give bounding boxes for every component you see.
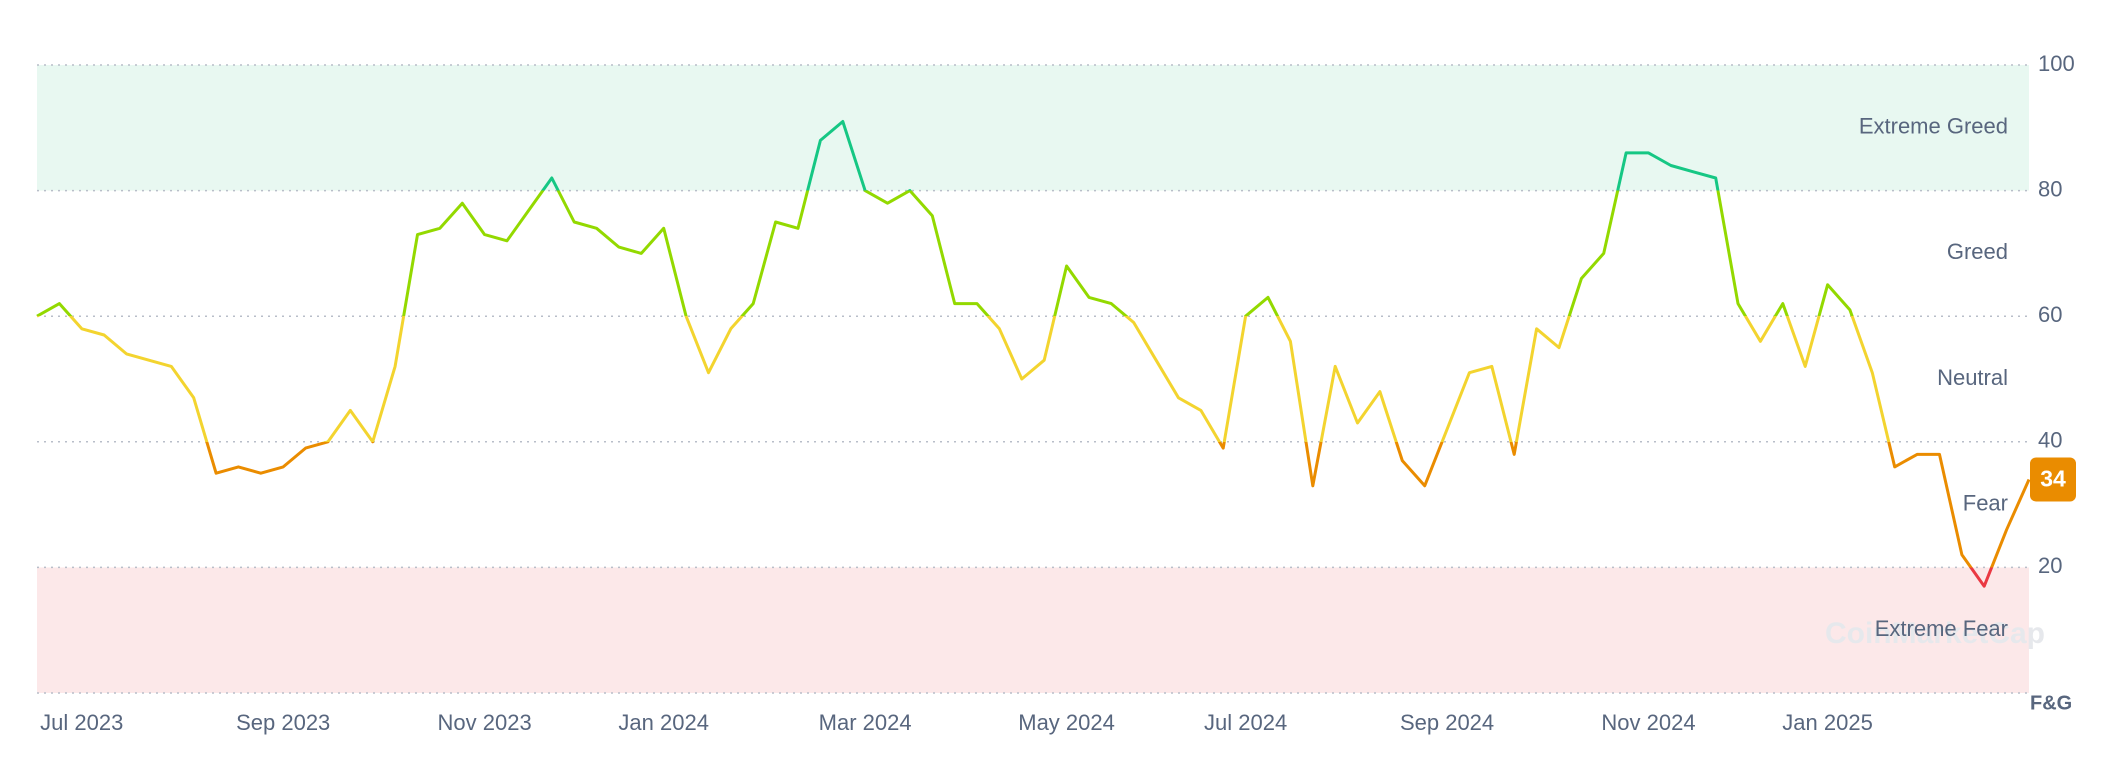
x-tick-label: Jul 2024 bbox=[1204, 710, 1287, 735]
zone-band bbox=[37, 567, 2029, 693]
y-tick-label: 20 bbox=[2038, 553, 2062, 578]
y-tick-label: 100 bbox=[2038, 51, 2075, 76]
x-tick-label: Sep 2024 bbox=[1400, 710, 1494, 735]
zone-label: Fear bbox=[1963, 490, 2008, 515]
line bbox=[36, 120, 2031, 588]
y-tick-label: 80 bbox=[2038, 176, 2062, 201]
zone-label: Extreme Fear bbox=[1875, 616, 2008, 641]
x-tick-label: Nov 2024 bbox=[1601, 710, 1695, 735]
x-tick-label: May 2024 bbox=[1018, 710, 1115, 735]
x-tick-label: Nov 2023 bbox=[438, 710, 532, 735]
zone-label: Extreme Greed bbox=[1859, 114, 2008, 139]
x-tick-label: Jul 2023 bbox=[40, 710, 123, 735]
y-tick-label: 40 bbox=[2038, 428, 2062, 453]
zone-label: Greed bbox=[1947, 239, 2008, 264]
y-tick-label: 60 bbox=[2038, 302, 2062, 327]
watermark: CoinMarketCap bbox=[1825, 617, 2045, 650]
x-tick-label: Sep 2023 bbox=[236, 710, 330, 735]
current-value-label: 34 bbox=[2040, 466, 2066, 492]
y-axis-label: F&G bbox=[2030, 692, 2072, 714]
x-tick-label: Mar 2024 bbox=[819, 710, 912, 735]
current-value-badge bbox=[2030, 457, 2076, 502]
zone-band bbox=[37, 65, 2029, 191]
x-tick-label: Jan 2024 bbox=[618, 710, 709, 735]
zone-label: Neutral bbox=[1937, 365, 2008, 390]
x-tick-label: Jan 2025 bbox=[1782, 710, 1873, 735]
